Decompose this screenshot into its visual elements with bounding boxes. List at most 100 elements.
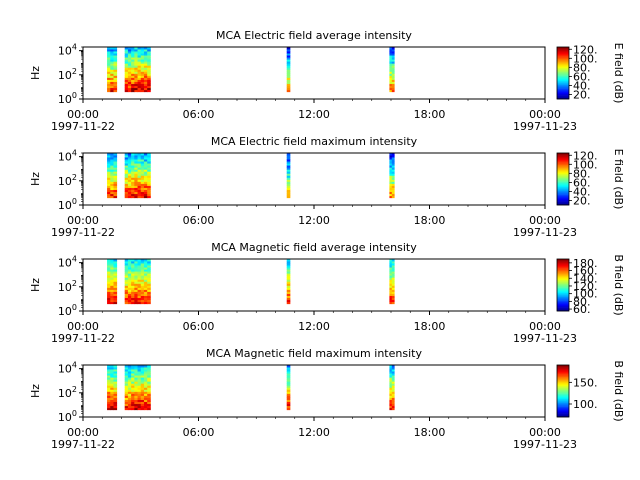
spectrogram-segment <box>286 259 291 305</box>
colorbar-tick-label: 160. <box>573 265 598 278</box>
panel-2: MCA Electric field maximum intensity 100 1… <box>29 135 625 239</box>
colorbar-label: B field (dB) <box>612 360 625 421</box>
colorbar-tick-label: 40. <box>573 79 591 92</box>
y-tick-label: 102 <box>58 67 77 82</box>
y-tick-label: 102 <box>58 279 77 294</box>
spectrogram-segment <box>389 259 395 305</box>
x-tick-label: 06:00 <box>183 426 215 439</box>
x-tick-label: 00:00 <box>529 426 561 439</box>
colorbar-tick-label: 60. <box>573 70 591 83</box>
colorbar-tick-label: 120. <box>573 149 598 162</box>
y-tick-label: 100 <box>58 303 77 318</box>
x-date-end: 1997-11-23 <box>513 332 577 345</box>
colorbar-label: B field (dB) <box>612 254 625 315</box>
spectrogram-segment <box>107 365 118 411</box>
y-axis-label: Hz <box>29 384 42 398</box>
x-date-start: 1997-11-22 <box>51 332 115 345</box>
x-tick-label: 18:00 <box>414 426 446 439</box>
colorbar-label: E field (dB) <box>612 149 625 210</box>
colorbar-tick-label: 60. <box>573 176 591 189</box>
colorbar-tick-label: 140. <box>573 272 598 285</box>
panel-title: MCA Electric field average intensity <box>216 29 412 42</box>
y-axis-label: Hz <box>29 172 42 186</box>
colorbar-tick-label: 80. <box>573 61 591 74</box>
colorbar-tick-label: 100. <box>573 288 598 301</box>
y-axis-label: Hz <box>29 278 42 292</box>
plot-frame <box>82 46 546 100</box>
x-tick-label: 18:00 <box>414 214 446 227</box>
spectrogram-segment <box>131 259 151 305</box>
spectrogram-segment <box>389 153 395 199</box>
colorbar-tick-label: 150. <box>573 376 598 389</box>
x-tick-label: 18:00 <box>414 108 446 121</box>
spectrogram-segment <box>131 153 151 199</box>
y-tick-label: 100 <box>58 91 77 106</box>
spectrogram-segment <box>286 365 291 411</box>
x-tick-label: 06:00 <box>183 214 215 227</box>
colorbar-tick-label: 120. <box>573 280 598 293</box>
x-tick-label: 06:00 <box>183 320 215 333</box>
spectrogram-segment <box>107 259 118 305</box>
spectrogram-segment <box>389 47 395 93</box>
x-tick-label: 00:00 <box>529 320 561 333</box>
colorbar-tick-label: 20. <box>573 88 591 101</box>
x-tick-label: 12:00 <box>298 108 330 121</box>
colorbar-tick-label: 80. <box>573 167 591 180</box>
x-tick-label: 12:00 <box>298 320 330 333</box>
spectrogram-segment <box>131 365 151 411</box>
spectrogram-segment <box>286 47 291 93</box>
spectrogram-segment <box>286 153 291 199</box>
spectrogram-segment <box>124 259 132 305</box>
y-tick-label: 104 <box>58 255 77 270</box>
x-date-start: 1997-11-22 <box>51 120 115 133</box>
spectrogram-segment <box>124 47 132 93</box>
spectrogram-segment <box>131 47 151 93</box>
plot-frame <box>82 364 546 418</box>
colorbar-label: E field (dB) <box>612 43 625 104</box>
panel-title: MCA Magnetic field average intensity <box>211 241 417 254</box>
colorbar-tick-label: 60. <box>573 303 591 316</box>
x-tick-label: 00:00 <box>529 108 561 121</box>
y-tick-label: 102 <box>58 173 77 188</box>
colorbar: 20.40.60.80.100.120. E field (dB) <box>556 43 625 104</box>
x-date-end: 1997-11-23 <box>513 120 577 133</box>
colorbar: 100. 150. B field (dB) <box>556 360 625 422</box>
colorbar: 20.40.60.80.100.120. E field (dB) <box>556 149 625 210</box>
colorbar-tick-label: 100. <box>573 158 598 171</box>
spectrogram-segment <box>389 365 395 411</box>
x-date-start: 1997-11-22 <box>51 226 115 239</box>
spectrogram-segment <box>124 153 132 199</box>
y-tick-label: 104 <box>58 43 77 58</box>
colorbar-tick-label: 180. <box>573 257 598 270</box>
y-tick-label: 104 <box>58 149 77 164</box>
x-tick-label: 00:00 <box>529 214 561 227</box>
y-axis-label: Hz <box>29 66 42 80</box>
panel-4: MCA Magnetic field maximum intensity 100 1… <box>29 347 625 451</box>
colorbar-tick-label: 100. <box>573 398 598 411</box>
colorbar-tick-label: 120. <box>573 43 598 56</box>
panel-1: MCA Electric field average intensity 100 1… <box>29 29 625 133</box>
plot-frame <box>82 152 546 206</box>
x-tick-label: 00:00 <box>67 108 99 121</box>
colorbar-tick-label: 80. <box>573 295 591 308</box>
colorbar-tick-label: 20. <box>573 194 591 207</box>
x-date-end: 1997-11-23 <box>513 226 577 239</box>
colorbar-tick-label: 100. <box>573 52 598 65</box>
colorbar: 60.80.100.120.140.160.180. B field (dB) <box>556 254 625 316</box>
y-tick-label: 100 <box>58 197 77 212</box>
colorbar-tick-label: 40. <box>573 185 591 198</box>
plot-frame <box>82 258 546 312</box>
x-tick-label: 00:00 <box>67 320 99 333</box>
x-tick-label: 12:00 <box>298 426 330 439</box>
x-tick-label: 18:00 <box>414 320 446 333</box>
panel-3: MCA Magnetic field average intensity 100 1… <box>29 241 625 345</box>
spectrogram-segment <box>107 47 118 93</box>
panel-title: MCA Magnetic field maximum intensity <box>206 347 422 360</box>
x-date-end: 1997-11-23 <box>513 438 577 451</box>
x-tick-label: 12:00 <box>298 214 330 227</box>
x-tick-label: 00:00 <box>67 214 99 227</box>
y-tick-label: 100 <box>58 409 77 424</box>
panel-title: MCA Electric field maximum intensity <box>211 135 418 148</box>
x-tick-label: 00:00 <box>67 426 99 439</box>
